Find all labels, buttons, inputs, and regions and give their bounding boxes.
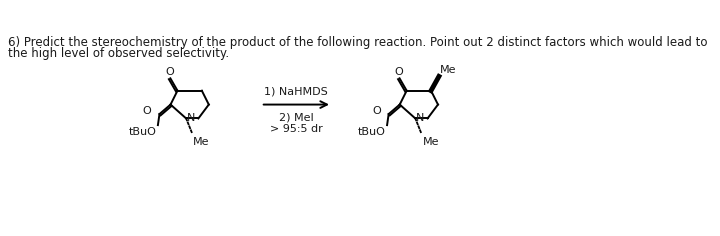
Text: O: O bbox=[165, 67, 174, 77]
Text: Me: Me bbox=[193, 137, 210, 147]
Text: Me: Me bbox=[440, 65, 456, 75]
Text: O: O bbox=[143, 106, 152, 116]
Text: N: N bbox=[187, 114, 195, 123]
Text: 6) Predict the stereochemistry of the product of the following reaction. Point o: 6) Predict the stereochemistry of the pr… bbox=[8, 36, 708, 49]
Text: > 95:5 dr: > 95:5 dr bbox=[270, 123, 323, 134]
Text: the high level of observed selectivity.: the high level of observed selectivity. bbox=[8, 47, 229, 60]
Text: 1) NaHMDS: 1) NaHMDS bbox=[264, 87, 328, 97]
Text: tBuO: tBuO bbox=[128, 127, 156, 138]
Text: tBuO: tBuO bbox=[358, 127, 385, 138]
Text: 2) MeI: 2) MeI bbox=[279, 113, 314, 122]
Text: Me: Me bbox=[423, 137, 439, 147]
Text: O: O bbox=[395, 67, 403, 77]
Text: O: O bbox=[372, 106, 381, 116]
Text: N: N bbox=[416, 114, 425, 123]
